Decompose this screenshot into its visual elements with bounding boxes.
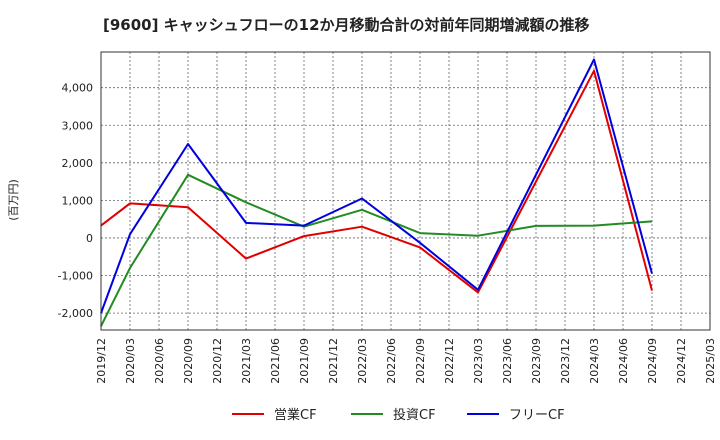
x-tick-label: 2022/09 bbox=[414, 338, 427, 384]
x-tick-label: 2021/06 bbox=[269, 338, 282, 384]
x-tick-label: 2020/09 bbox=[182, 338, 195, 384]
y-tick-label: 0 bbox=[86, 232, 93, 245]
grid bbox=[100, 52, 711, 330]
y-axis-label: (百万円) bbox=[7, 179, 20, 221]
y-tick-labels: -2,000 -1,000 0 1,000 2,000 3,000 4,000 bbox=[58, 82, 93, 320]
legend: 営業CF 投資CF フリーCF bbox=[232, 407, 565, 423]
x-tick-label: 2023/03 bbox=[472, 338, 485, 384]
x-tick-label: 2024/06 bbox=[617, 338, 630, 384]
x-tick-label: 2020/03 bbox=[124, 338, 137, 384]
legend-label: フリーCF bbox=[509, 408, 565, 423]
series-line-2 bbox=[100, 58, 653, 314]
x-tick-label: 2022/03 bbox=[356, 338, 369, 384]
y-tick-label: 2,000 bbox=[62, 157, 94, 170]
x-tick-label: 2025/03 bbox=[704, 338, 717, 384]
series-line-0 bbox=[100, 69, 653, 294]
series-line-1 bbox=[100, 173, 653, 327]
x-tick-label: 2020/12 bbox=[211, 338, 224, 384]
x-tick-label: 2019/12 bbox=[95, 338, 108, 384]
legend-label: 投資CF bbox=[393, 407, 436, 423]
x-tick-label: 2024/12 bbox=[675, 338, 688, 384]
x-tick-label: 2024/03 bbox=[588, 338, 601, 384]
series-lines bbox=[100, 58, 653, 327]
y-tick-label: 4,000 bbox=[62, 82, 94, 95]
x-tick-labels: 2019/12 2020/03 2020/06 2020/09 2020/12 2021/… bbox=[95, 338, 717, 384]
x-tick-label: 2021/03 bbox=[240, 338, 253, 384]
y-tick-label: -1,000 bbox=[58, 270, 93, 283]
x-tick-label: 2022/12 bbox=[443, 338, 456, 384]
y-tick-label: 3,000 bbox=[62, 119, 94, 132]
x-tick-label: 2022/06 bbox=[385, 338, 398, 384]
x-tick-label: 2021/12 bbox=[327, 338, 340, 384]
x-tick-label: 2023/06 bbox=[501, 338, 514, 384]
x-tick-label: 2023/12 bbox=[559, 338, 572, 384]
chart-title: [9600] キャッシュフローの12か月移動合計の対前年同期増減額の推移 bbox=[103, 16, 590, 34]
x-tick-label: 2021/09 bbox=[298, 338, 311, 384]
plot-area-frame bbox=[100, 51, 711, 331]
x-tick-label: 2020/06 bbox=[153, 338, 166, 384]
y-tick-label: -2,000 bbox=[58, 307, 93, 320]
x-tick-label: 2023/09 bbox=[530, 338, 543, 384]
x-tick-label: 2024/09 bbox=[646, 338, 659, 384]
legend-label: 営業CF bbox=[274, 407, 317, 423]
y-tick-label: 1,000 bbox=[62, 194, 94, 207]
